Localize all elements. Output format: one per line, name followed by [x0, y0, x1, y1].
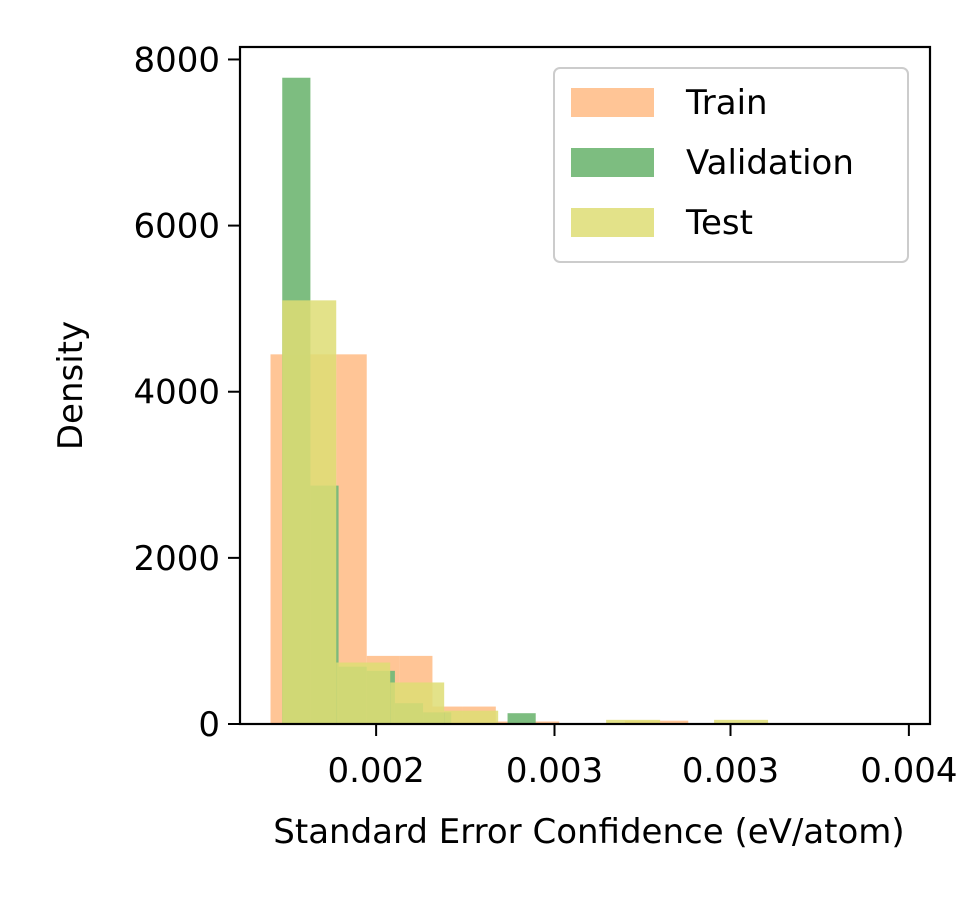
x-tick-label: 0.002	[327, 751, 424, 791]
legend-swatch	[571, 88, 654, 117]
histogram-bar	[336, 354, 367, 724]
histogram-bar	[606, 719, 661, 724]
legend-label: Train	[685, 83, 768, 123]
y-tick-label: 0	[198, 705, 220, 745]
histogram-bar	[714, 719, 769, 724]
histogram-bar	[655, 720, 689, 724]
x-axis-label: Standard Error Confidence (eV/atom)	[273, 812, 904, 852]
histogram-bar	[444, 710, 499, 724]
y-tick-label: 8000	[133, 40, 220, 80]
legend: Train Validation Test	[553, 67, 909, 263]
y-axis: 0 2000 4000 6000 8000	[133, 40, 240, 745]
histogram-bar	[507, 713, 536, 724]
histogram-bar	[390, 682, 445, 724]
histogram-bar	[336, 662, 391, 724]
legend-swatch	[571, 148, 654, 177]
legend-swatch	[571, 208, 654, 237]
x-axis: 0.002 0.003 0.003 0.004	[327, 724, 958, 791]
y-tick-label: 6000	[133, 207, 220, 247]
plot-frame	[238, 45, 932, 726]
x-tick-label: 0.003	[506, 751, 603, 791]
legend-label: Test	[685, 203, 753, 243]
x-tick-label: 0.004	[860, 751, 957, 791]
y-tick-label: 2000	[133, 539, 220, 579]
y-tick-label: 4000	[133, 373, 220, 413]
legend-label: Validation	[686, 143, 854, 183]
bars-layer	[270, 77, 769, 724]
histogram-bar	[282, 300, 337, 724]
histogram-bar	[528, 721, 560, 724]
y-axis-label: Density	[51, 321, 91, 450]
series-test	[282, 300, 769, 724]
x-tick-label: 0.003	[682, 751, 779, 791]
